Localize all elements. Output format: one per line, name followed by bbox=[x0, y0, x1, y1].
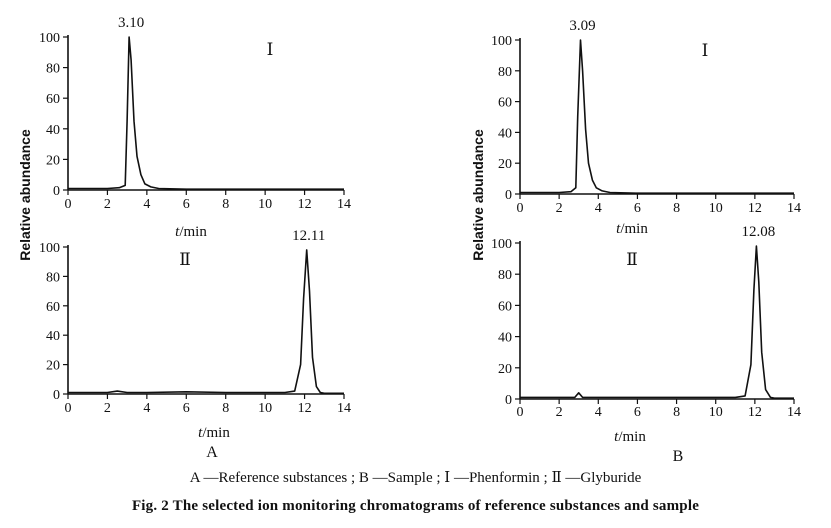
y-tick-label: 0 bbox=[53, 184, 60, 199]
x-tick-label: 8 bbox=[222, 401, 229, 416]
y-tick-label: 100 bbox=[39, 241, 60, 256]
x-tick-label: 4 bbox=[143, 401, 150, 416]
x-tick-label: 0 bbox=[517, 405, 524, 420]
x-tick-label: 10 bbox=[258, 197, 272, 212]
x-tick-label: 12 bbox=[748, 201, 762, 216]
x-tick-label: 6 bbox=[634, 405, 641, 420]
x-tick-label: 6 bbox=[183, 401, 190, 416]
x-tick-label: 2 bbox=[556, 201, 563, 216]
y-tick-label: 0 bbox=[505, 393, 512, 408]
x-tick-label: 2 bbox=[556, 405, 563, 420]
peak-label: 3.09 bbox=[569, 18, 595, 34]
x-tick-label: 8 bbox=[222, 197, 229, 212]
x-tick-label: 12 bbox=[298, 401, 312, 416]
x-tick-label: 0 bbox=[65, 197, 72, 212]
y-tick-label: 40 bbox=[46, 329, 60, 344]
trace-label: Ⅱ bbox=[626, 250, 638, 269]
y-tick-label: 40 bbox=[498, 331, 512, 346]
y-tick-label: 0 bbox=[53, 388, 60, 403]
figure-legend: A —Reference substances ; B —Sample ; Ⅰ … bbox=[189, 470, 642, 486]
y-tick-label: 40 bbox=[46, 123, 60, 138]
trace-label: Ⅱ bbox=[179, 250, 191, 269]
x-tick-label: 4 bbox=[595, 201, 602, 216]
y-tick-label: 80 bbox=[498, 268, 512, 283]
x-tick-label: 2 bbox=[104, 401, 111, 416]
peak-label: 12.11 bbox=[292, 228, 325, 244]
y-tick-label: 20 bbox=[498, 157, 512, 172]
y-tick-label: 20 bbox=[46, 153, 60, 168]
x-tick-label: 14 bbox=[787, 405, 801, 420]
y-tick-label: 60 bbox=[46, 92, 60, 107]
x-tick-label: 0 bbox=[517, 201, 524, 216]
x-tick-label: 4 bbox=[143, 197, 150, 212]
y-tick-label: 60 bbox=[498, 96, 512, 111]
chromatogram-a-phenformin: 0 2 4 6 8 10 12 14 0 20 40 60 80 100 t/min 3.10 Ⅰ bbox=[39, 15, 351, 240]
x-tick-label: 12 bbox=[748, 405, 762, 420]
x-tick-label: 4 bbox=[595, 405, 602, 420]
chromatogram-a-glyburide: 0 2 4 6 8 10 12 14 0 20 40 60 80 100 t/min 12.11 Ⅱ A bbox=[39, 228, 351, 461]
x-axis-label: t/min bbox=[198, 425, 230, 441]
y-tick-label: 100 bbox=[491, 237, 512, 252]
peak-label: 3.10 bbox=[118, 15, 144, 31]
panel-letter: A bbox=[206, 444, 218, 461]
x-axis-label: t/min bbox=[614, 429, 646, 445]
x-tick-label: 10 bbox=[709, 405, 723, 420]
figure-caption: Fig. 2 The selected ion monitoring chrom… bbox=[131, 498, 700, 514]
x-tick-label: 14 bbox=[337, 401, 351, 416]
y-tick-label: 60 bbox=[46, 300, 60, 315]
y-tick-label: 80 bbox=[46, 62, 60, 77]
x-tick-label: 14 bbox=[787, 201, 801, 216]
x-tick-label: 10 bbox=[258, 401, 272, 416]
chromatogram-b-phenformin: 0 2 4 6 8 10 12 14 0 20 40 60 80 100 t/min 3.09 Ⅰ bbox=[491, 18, 801, 237]
x-tick-label: 8 bbox=[673, 405, 680, 420]
y-tick-label: 80 bbox=[46, 270, 60, 285]
x-tick-label: 0 bbox=[65, 401, 72, 416]
chromatogram-trace bbox=[68, 249, 344, 395]
y-axis-label-left: Relative abundance bbox=[17, 129, 33, 261]
y-tick-label: 20 bbox=[46, 359, 60, 374]
chromatogram-trace bbox=[520, 39, 794, 194]
x-tick-label: 14 bbox=[337, 197, 351, 212]
x-axis-label: t/min bbox=[175, 224, 207, 240]
x-tick-label: 8 bbox=[673, 201, 680, 216]
x-tick-label: 10 bbox=[709, 201, 723, 216]
x-tick-label: 12 bbox=[298, 197, 312, 212]
chromatogram-trace bbox=[68, 36, 344, 190]
trace-label: Ⅰ bbox=[702, 41, 709, 60]
y-axis-label-right: Relative abundance bbox=[470, 129, 486, 261]
x-tick-label: 6 bbox=[183, 197, 190, 212]
panel-letter: B bbox=[673, 448, 684, 465]
y-tick-label: 0 bbox=[505, 188, 512, 203]
y-tick-label: 80 bbox=[498, 65, 512, 80]
chromatogram-b-glyburide: 0 2 4 6 8 10 12 14 0 20 40 60 80 100 t/min 12.08 Ⅱ B bbox=[491, 224, 801, 465]
y-tick-label: 60 bbox=[498, 299, 512, 314]
x-tick-label: 6 bbox=[634, 201, 641, 216]
y-tick-label: 40 bbox=[498, 126, 512, 141]
y-tick-label: 100 bbox=[39, 31, 60, 46]
x-tick-label: 2 bbox=[104, 197, 111, 212]
chromatogram-trace bbox=[520, 245, 794, 399]
y-tick-label: 100 bbox=[491, 34, 512, 49]
x-axis-label: t/min bbox=[616, 221, 648, 237]
y-tick-label: 20 bbox=[498, 362, 512, 377]
peak-label: 12.08 bbox=[742, 224, 776, 240]
trace-label: Ⅰ bbox=[267, 40, 274, 59]
